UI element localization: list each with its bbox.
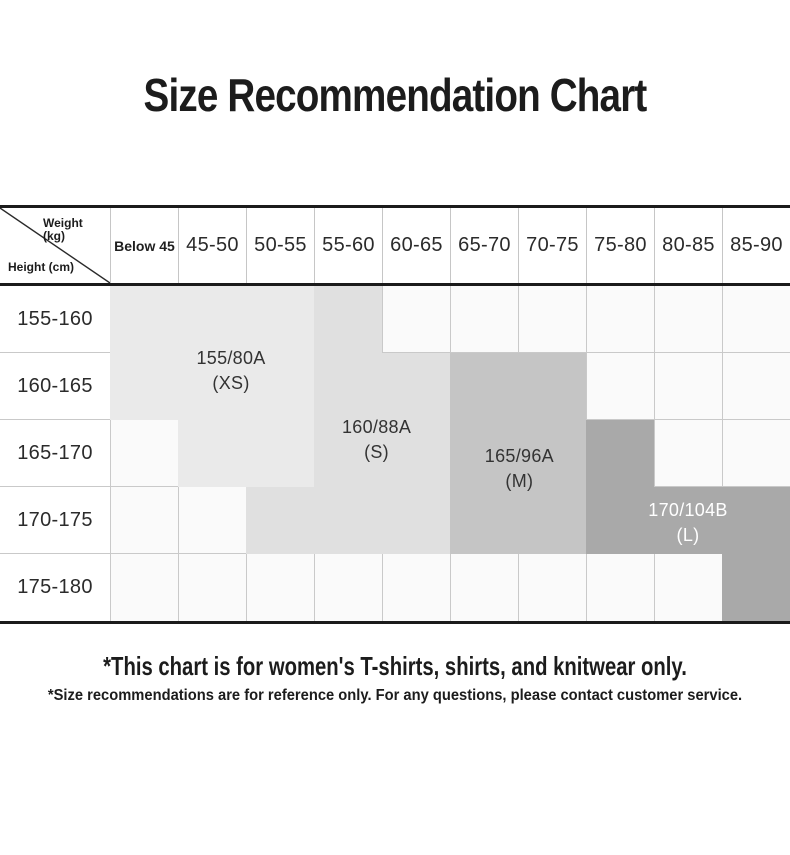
weight-axis-label: Weight (kg) [43,216,83,243]
weight-column-header: 65-70 [450,208,518,283]
grid-cell [722,353,790,420]
grid-cell [722,420,790,487]
size-region-block [314,286,382,353]
grid-cell [586,554,654,621]
grid-cell [450,286,518,353]
grid-cell [518,554,586,621]
weight-column-header: 45-50 [178,208,246,283]
weight-column-header: 80-85 [654,208,722,283]
diagonal-header-cell: Weight (kg) Height (cm) [0,208,110,283]
height-row-label: 155-160 [0,286,110,353]
footnote-secondary: *Size recommendations are for reference … [47,687,743,704]
grid-cell [450,554,518,621]
height-axis-label: Height (cm) [8,260,74,274]
size-recommendation-table: Weight (kg) Height (cm) Below 45 45-50 50-… [0,205,790,624]
height-row-label: 165-170 [0,420,110,487]
grid-cell [314,554,382,621]
header-row: Weight (kg) Height (cm) Below 45 45-50 50-… [0,208,790,286]
weight-column-header: 55-60 [314,208,382,283]
height-row-label: 160-165 [0,353,110,420]
grid-cell [654,353,722,420]
weight-column-header: Below 45 [110,208,178,283]
grid-cell [110,487,178,554]
height-row-label: 175-180 [0,554,110,621]
size-region-block [314,420,450,487]
size-region-block [110,353,314,420]
weight-column-header: 70-75 [518,208,586,283]
size-region-block [450,420,586,487]
size-region-label: 170/104B (L) [648,499,728,545]
size-region-block [110,286,314,353]
size-region-block [246,487,450,554]
grid-cell [110,420,178,487]
grid-cell [382,286,450,353]
size-region-block [450,353,586,420]
grid-cell [178,554,246,621]
size-region-block [314,353,450,420]
grid-cell [518,286,586,353]
grid-cell [178,487,246,554]
grid-cell [586,286,654,353]
grid-cell [654,286,722,353]
grid-cell [722,286,790,353]
grid-cell [654,420,722,487]
page-title: Size Recommendation Chart [143,69,648,121]
size-region-block [586,487,790,554]
size-region-block [178,420,314,487]
grid-cell [110,554,178,621]
weight-column-header: 75-80 [586,208,654,283]
diagonal-line [0,208,110,283]
size-region-block [450,487,586,554]
table-body: 155-160 160-165 165-170 170-175 175-180 155/8… [0,286,790,621]
grid-cell [382,554,450,621]
grid-cell [586,353,654,420]
grid-cell [246,554,314,621]
weight-column-header: 50-55 [246,208,314,283]
size-region-label: 155/80A (XS) [196,348,266,394]
weight-column-header: 85-90 [722,208,790,283]
size-region-block [586,420,654,487]
height-row-label: 170-175 [0,487,110,554]
size-region-block [722,554,790,621]
size-region-label: 160/88A (S) [341,417,412,463]
weight-column-header: 60-65 [382,208,450,283]
size-region-label: 165/96A (M) [484,445,554,491]
grid-cell [654,554,722,621]
footnote-primary: *This chart is for women's T-shirts, shi… [103,651,687,681]
